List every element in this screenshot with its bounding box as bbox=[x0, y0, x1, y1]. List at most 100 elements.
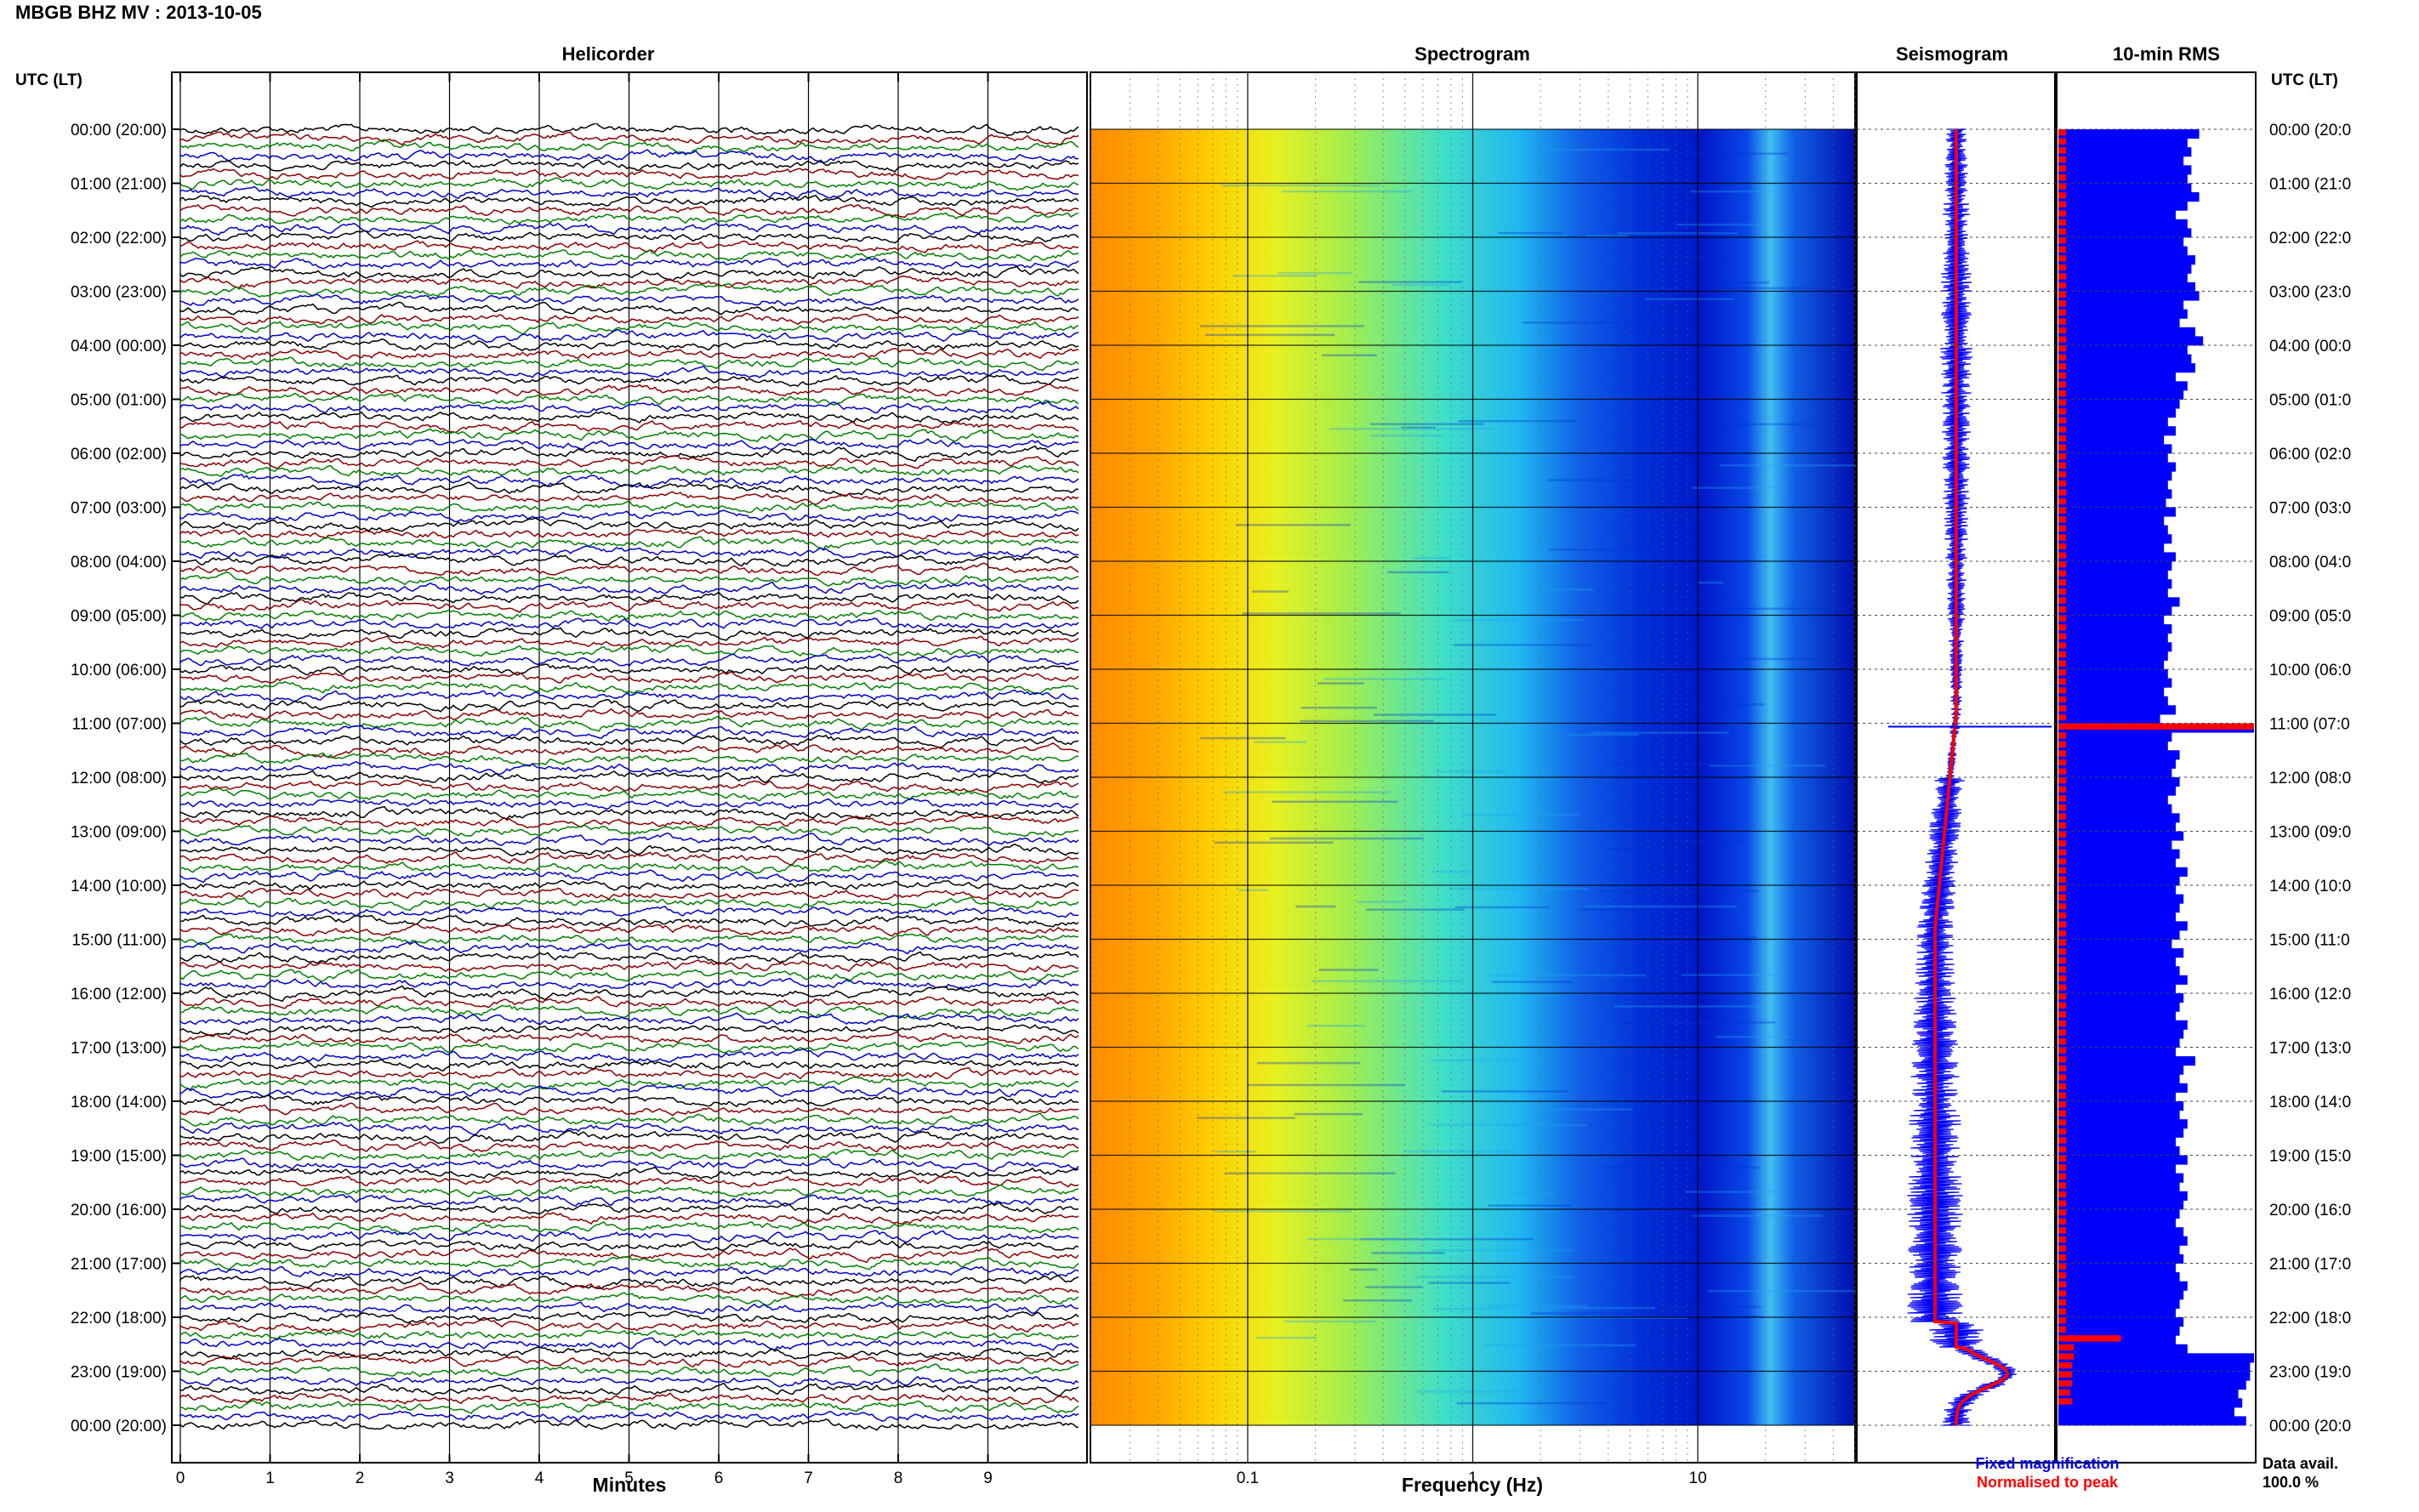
rms-fixed-bar bbox=[2058, 651, 2168, 661]
spectrogram-streak bbox=[1599, 890, 1759, 893]
hour-label-left: 22:00 (18:00) bbox=[71, 1310, 167, 1327]
hour-label-left: 21:00 (17:00) bbox=[71, 1256, 167, 1274]
helicorder-trace bbox=[179, 1239, 1079, 1252]
rms-normalised-bar bbox=[2058, 1290, 2067, 1297]
rms-fixed-bar bbox=[2058, 534, 2172, 544]
helicorder-trace bbox=[179, 384, 1079, 397]
spectrogram-streak bbox=[1691, 486, 1787, 489]
helicorder-trace bbox=[179, 609, 1079, 622]
hour-label-right: 20:00 (16:0 bbox=[2269, 1202, 2351, 1219]
spectrogram-streak bbox=[1254, 741, 1307, 743]
rms-fixed-bar bbox=[2058, 497, 2166, 508]
helicorder-trace bbox=[179, 860, 1079, 874]
helicorder-trace bbox=[179, 301, 1079, 315]
helicorder-trace bbox=[179, 869, 1079, 884]
helicorder-trace bbox=[179, 240, 1079, 253]
spectrogram-streak bbox=[1492, 981, 1572, 983]
rms-panel-title: 10-min RMS bbox=[2113, 43, 2220, 65]
spectrogram-streak bbox=[1643, 885, 1727, 889]
helicorder-trace bbox=[179, 627, 1079, 641]
rms-fixed-bar bbox=[2058, 1344, 2188, 1354]
helicorder-trace bbox=[179, 282, 1079, 298]
spectrogram-streak bbox=[1544, 148, 1670, 151]
rms-fixed-bar bbox=[2058, 570, 2168, 580]
helicorder-trace bbox=[179, 1193, 1079, 1208]
spectrogram-streak bbox=[1568, 734, 1639, 736]
helicorder-trace bbox=[179, 806, 1079, 821]
spectrogram-panel-title: Spectrogram bbox=[1414, 43, 1530, 65]
rms-fixed-bar bbox=[2058, 354, 2192, 364]
helicorder-trace bbox=[179, 428, 1079, 443]
rms-normalised-bar bbox=[2058, 984, 2067, 991]
rms-normalised-bar bbox=[2058, 1037, 2067, 1045]
spectrogram-streak bbox=[1605, 848, 1673, 850]
helicorder-trace bbox=[179, 1282, 1079, 1298]
spectrogram-texture bbox=[1196, 148, 1876, 1405]
rms-fixed-bar bbox=[2058, 1361, 2251, 1372]
rms-normalised-bar bbox=[2058, 489, 2067, 496]
rms-normalised-bar bbox=[2058, 894, 2067, 901]
spectrogram-streak bbox=[1662, 152, 1789, 155]
rms-normalised-bar bbox=[2058, 1200, 2067, 1207]
spectrogram-streak bbox=[1584, 905, 1738, 908]
rms-normalised-bar bbox=[2058, 1335, 2121, 1342]
spectrogram-streak bbox=[1214, 1150, 1256, 1153]
helicorder-trace bbox=[179, 562, 1079, 577]
spectrogram-streak bbox=[1271, 800, 1398, 804]
rms-fixed-bar bbox=[2058, 489, 2172, 499]
helicorder-trace bbox=[179, 438, 1079, 451]
legend-normalised-to-peak: Normalised to peak bbox=[1977, 1474, 2119, 1491]
spectrogram-streak bbox=[1306, 1237, 1402, 1241]
rms-fixed-bar bbox=[2058, 605, 2172, 616]
spectrogram-streak bbox=[1281, 190, 1413, 193]
helicorder-trace bbox=[179, 1212, 1079, 1225]
helicorder-trace bbox=[179, 644, 1079, 657]
rms-fixed-bar bbox=[2058, 201, 2188, 211]
rms-fixed-bar bbox=[2058, 1020, 2188, 1030]
rms-fixed-bar bbox=[2058, 912, 2176, 922]
rms-normalised-bar bbox=[2058, 372, 2067, 379]
helicorder-tick-label: 3 bbox=[445, 1469, 454, 1487]
helicorder-trace bbox=[179, 139, 1079, 155]
rms-normalised-bar bbox=[2058, 696, 2067, 703]
rms-fixed-bar bbox=[2058, 1002, 2180, 1012]
rms-fixed-bar bbox=[2058, 1317, 2184, 1327]
spectrogram-streak bbox=[1678, 596, 1733, 599]
hour-label-left: 16:00 (12:00) bbox=[71, 986, 167, 1003]
rms-normalised-bar bbox=[2058, 1101, 2067, 1108]
rms-normalised-bar bbox=[2058, 705, 2067, 712]
helicorder-tick-label: 6 bbox=[714, 1469, 724, 1487]
rms-normalised-bar bbox=[2058, 273, 2067, 280]
helicorder-trace bbox=[179, 591, 1079, 605]
rms-normalised-bar bbox=[2058, 588, 2067, 595]
rms-fixed-bar bbox=[2058, 705, 2176, 715]
helicorder-trace bbox=[179, 985, 1079, 1003]
seismogram-panel-title: Seismogram bbox=[1896, 43, 2008, 65]
rms-normalised-bar bbox=[2058, 1371, 2073, 1378]
rms-normalised-bar bbox=[2058, 1047, 2067, 1054]
rms-fixed-bar bbox=[2058, 786, 2176, 796]
rms-fixed-bar bbox=[2058, 777, 2180, 787]
rms-fixed-bar bbox=[2058, 1182, 2180, 1192]
rms-fixed-bar bbox=[2058, 588, 2168, 598]
hour-label-left: 12:00 (08:00) bbox=[71, 770, 167, 787]
rms-fixed-bar bbox=[2058, 1083, 2188, 1093]
spectrogram-streak bbox=[1591, 731, 1729, 734]
helicorder-trace bbox=[179, 1346, 1079, 1360]
rms-normalised-bar bbox=[2058, 1002, 2067, 1009]
helicorder-trace bbox=[179, 887, 1079, 901]
helicorder-trace bbox=[179, 1102, 1079, 1117]
spectrogram-streak bbox=[1412, 556, 1452, 560]
helicorder-tick-label: 9 bbox=[983, 1469, 993, 1487]
helicorder-trace bbox=[179, 1375, 1079, 1388]
hour-label-left: 04:00 (00:00) bbox=[71, 338, 167, 355]
spectrogram-streak bbox=[1317, 682, 1364, 685]
spectrogram-streak bbox=[1329, 427, 1496, 430]
spectrogram-streak bbox=[1430, 1059, 1540, 1062]
rms-fixed-bar bbox=[2058, 471, 2172, 481]
rms-fixed-bar bbox=[2058, 426, 2176, 436]
rms-normalised-bar bbox=[2058, 605, 2067, 613]
rms-normalised-bar bbox=[2058, 129, 2067, 136]
rms-fixed-bar bbox=[2058, 1110, 2180, 1120]
spectrogram-streak bbox=[1548, 549, 1670, 551]
